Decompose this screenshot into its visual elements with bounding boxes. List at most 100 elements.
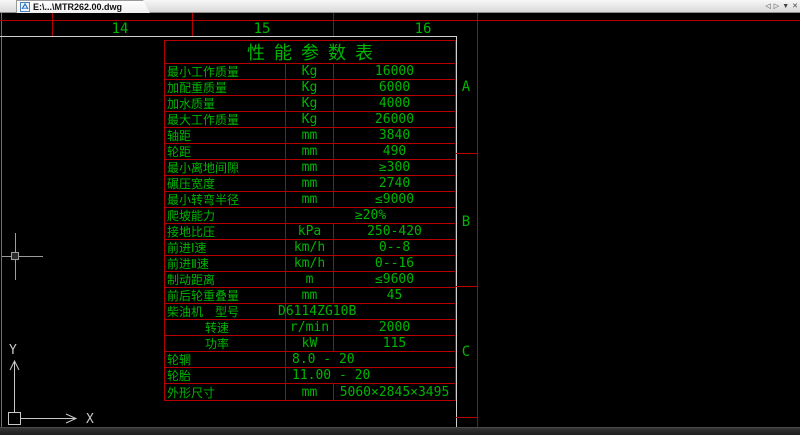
param-name: 功率 — [165, 336, 286, 351]
table-row: 接地比压 kPa 250-420 — [165, 224, 455, 240]
table-row: 柴油机 型号 D6114ZG10B — [165, 304, 455, 320]
table-row: 前进Ⅰ速 km/h 0--8 — [165, 240, 455, 256]
ruler-zone-number: 15 — [253, 21, 271, 37]
ruler-zone-letter: A — [461, 79, 471, 95]
param-name: 制动距离 — [165, 272, 286, 287]
table-row: 最小转弯半径 mm ≤9000 — [165, 192, 455, 208]
pickbox — [11, 252, 19, 260]
ucs-y-label: Y — [9, 343, 17, 358]
table-row: 最大工作质量 Kg 26000 — [165, 112, 455, 128]
ruler-zone-number: 14 — [111, 21, 129, 37]
param-unit: Kg — [286, 64, 334, 79]
param-value: 16000 — [374, 64, 415, 79]
ucs-origin-box — [8, 412, 21, 425]
table-row: 加配重质量 Kg 6000 — [165, 80, 455, 96]
tab-controls: ◁ ▷ ▼ ✕ — [765, 1, 798, 12]
table-row: 加水质量 Kg 4000 — [165, 96, 455, 112]
ruler-zone-letter: C — [461, 344, 471, 360]
param-name: 爬坡能力 — [165, 208, 286, 223]
param-unit: Kg — [286, 112, 334, 127]
param-value: 6000 — [378, 80, 411, 95]
param-unit: mm — [286, 384, 334, 400]
ruler-tick — [192, 13, 193, 36]
param-unit: kW — [286, 336, 334, 351]
table-row: 前进Ⅱ速 km/h 0--16 — [165, 256, 455, 272]
param-unit: mm — [286, 176, 334, 191]
param-name: 最大工作质量 — [165, 112, 286, 127]
param-value: 2000 — [378, 320, 411, 335]
param-value: 0--16 — [374, 256, 415, 271]
param-unit: r/min — [286, 320, 334, 335]
table-row: 制动距离 m ≤9600 — [165, 272, 455, 288]
param-unit: mm — [286, 192, 334, 207]
dwg-file-icon — [20, 2, 30, 12]
table-row: 最小工作质量 Kg 16000 — [165, 64, 455, 80]
tab-list-menu-button[interactable]: ▼ — [782, 3, 790, 10]
param-value: 0--8 — [378, 240, 411, 255]
param-value: 4000 — [378, 96, 411, 111]
param-name: 碾压宽度 — [165, 176, 286, 191]
ucs-x-label: X — [86, 412, 94, 427]
param-value: 5060×2845×3495 — [339, 384, 450, 400]
table-row: 外形尺寸 mm 5060×2845×3495 — [165, 384, 455, 400]
param-name: 接地比压 — [165, 224, 286, 239]
sheet-outer-border-top — [0, 20, 800, 21]
param-unit: Kg — [286, 96, 334, 111]
crosshair-horizontal-line — [2, 256, 43, 257]
param-value: 11.00 - 20 — [292, 368, 371, 383]
param-name: 最小转弯半径 — [165, 192, 286, 207]
tab-scroll-right-button[interactable]: ▷ — [773, 3, 780, 10]
param-value: ≥20% — [354, 208, 387, 223]
tab-title: E:\...\MTR262.00.dwg — [33, 2, 123, 12]
param-unit: km/h — [286, 256, 334, 271]
table-row: 碾压宽度 mm 2740 — [165, 176, 455, 192]
param-name: 前后轮重叠量 — [165, 288, 286, 303]
ruler-tick — [52, 13, 53, 36]
param-name: 轴距 — [165, 128, 286, 143]
param-unit: mm — [286, 160, 334, 175]
ruler-zone-number: 16 — [414, 21, 432, 37]
status-bar — [0, 427, 800, 435]
ruler-zone-letter: B — [461, 214, 471, 230]
canvas-left-edge-line — [1, 13, 2, 427]
document-tab[interactable]: E:\...\MTR262.00.dwg — [16, 0, 150, 13]
sheet-inner-border-right — [456, 36, 457, 427]
param-unit: kPa — [286, 224, 334, 239]
param-name: 前进Ⅰ速 — [165, 240, 286, 255]
param-name: 柴油机 型号 — [165, 304, 286, 319]
sheet-outer-border-right — [477, 13, 478, 427]
param-name: 轮距 — [165, 144, 286, 159]
param-table-body: 最小工作质量 Kg 16000 加配重质量 Kg 6000 加水质量 Kg 40… — [165, 64, 455, 400]
ruler-tick — [333, 13, 334, 36]
param-unit: mm — [286, 288, 334, 303]
param-unit: Kg — [286, 80, 334, 95]
param-value: ≤9000 — [374, 192, 415, 207]
param-name: 加水质量 — [165, 96, 286, 111]
param-value: 250-420 — [367, 224, 422, 239]
ucs-axis-icon: Y X — [8, 343, 94, 427]
table-row: 轮辋 8.0 - 20 — [165, 352, 455, 368]
param-name: 外形尺寸 — [165, 384, 286, 400]
zone-divider — [456, 153, 477, 154]
zone-divider — [456, 286, 477, 287]
tab-scroll-left-button[interactable]: ◁ — [765, 3, 771, 10]
param-unit: m — [286, 272, 334, 287]
table-row: 最小离地间隙 mm ≥300 — [165, 160, 455, 176]
param-name: 轮辋 — [165, 352, 286, 367]
param-value: 3840 — [378, 128, 411, 143]
table-row: 轮距 mm 490 — [165, 144, 455, 160]
param-value: ≥300 — [378, 160, 411, 175]
table-row: 功率 kW 115 — [165, 336, 455, 352]
document-tabbar: E:\...\MTR262.00.dwg ◁ ▷ ▼ ✕ — [0, 0, 800, 13]
table-row: 轮胎 11.00 - 20 — [165, 368, 455, 384]
sheet-inner-border-top — [0, 36, 457, 37]
param-unit: km/h — [286, 240, 334, 255]
drawing-canvas[interactable]: 14 15 16 A B C 性能参数表 最小工作质量 Kg 16000 加配重… — [0, 13, 800, 427]
tab-close-button[interactable]: ✕ — [792, 3, 798, 10]
param-name: 加配重质量 — [165, 80, 286, 95]
param-value: 26000 — [374, 112, 415, 127]
zone-divider — [456, 417, 477, 418]
param-value: 2740 — [378, 176, 411, 191]
table-row: 轴距 mm 3840 — [165, 128, 455, 144]
